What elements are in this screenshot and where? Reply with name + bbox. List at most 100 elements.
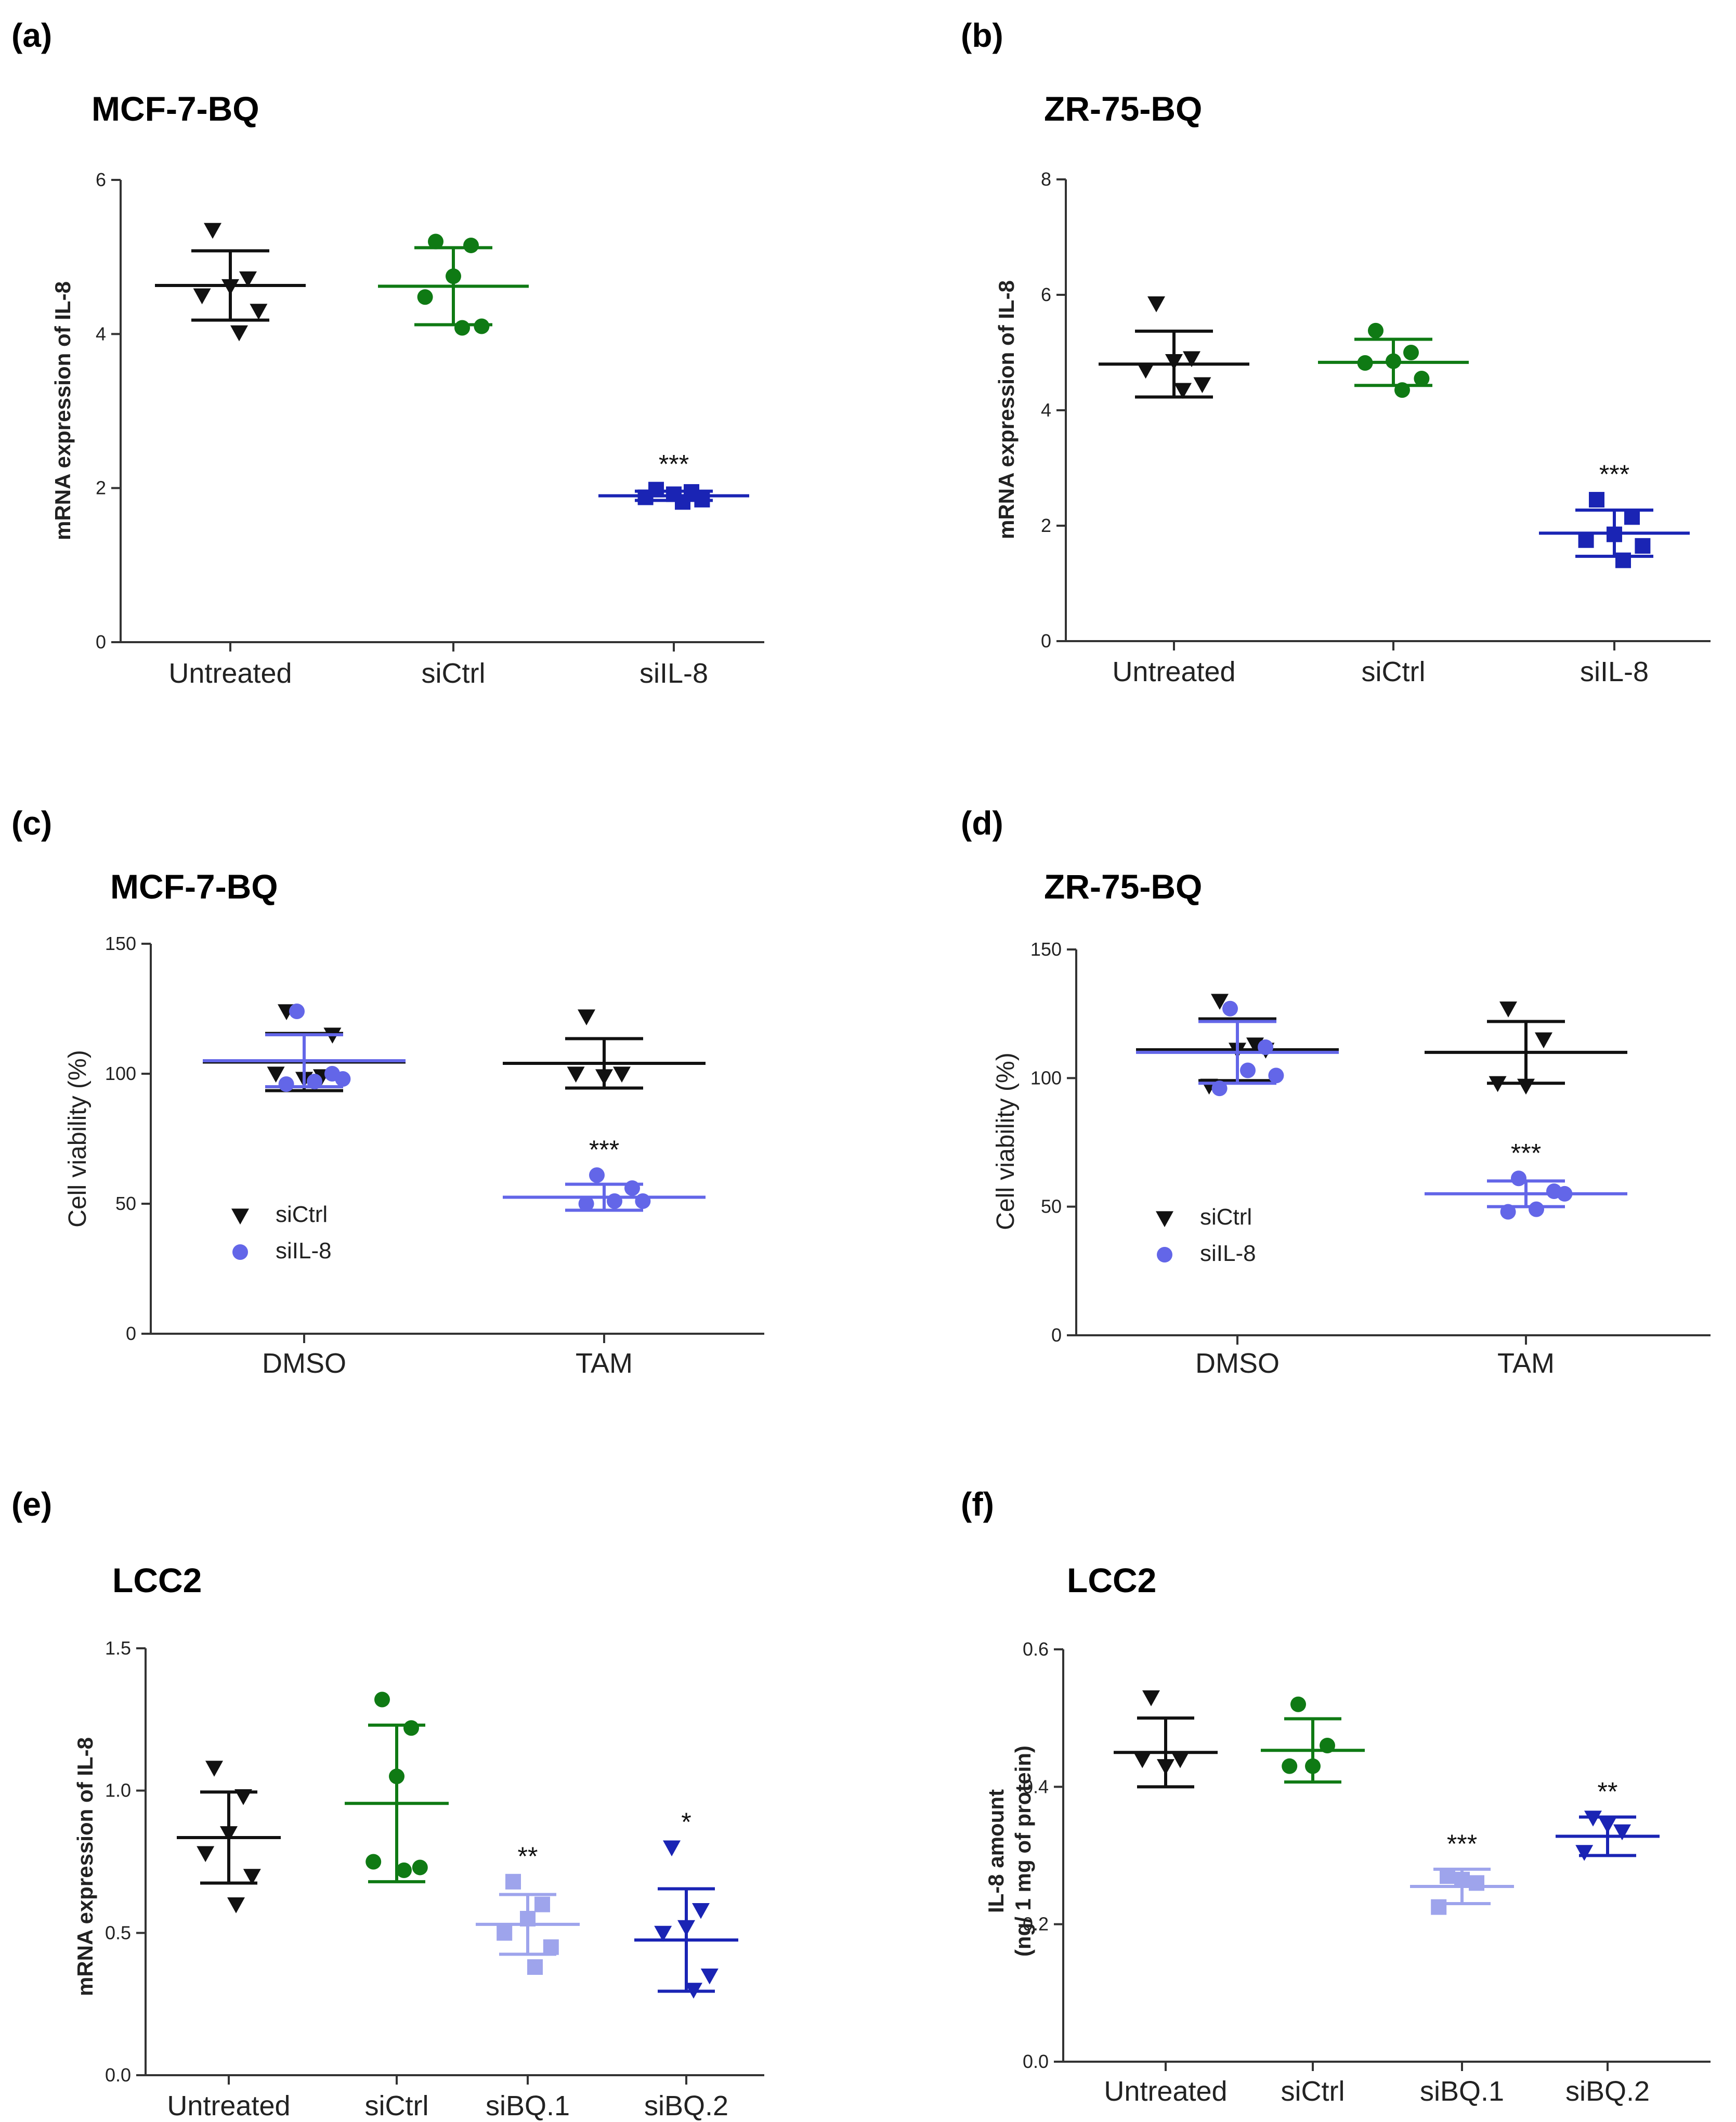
panel-title: LCC2	[1067, 1561, 1156, 1599]
significance-label: **	[1598, 1777, 1618, 1806]
panel-label: (b)	[961, 17, 1003, 54]
data-point	[654, 1925, 672, 1942]
data-point	[1133, 1752, 1152, 1768]
data-point	[267, 1066, 285, 1083]
y-tick-label: 8	[1041, 168, 1051, 190]
series-siCtrl	[503, 1009, 706, 1090]
y-tick-label: 1.0	[105, 1780, 131, 1801]
data-point	[1211, 994, 1229, 1010]
data-point	[1165, 354, 1183, 370]
panel-title: ZR-75-BQ	[1044, 867, 1202, 906]
data-point	[1440, 1868, 1455, 1884]
data-point	[1403, 345, 1419, 360]
panel-title: ZR-75-BQ	[1044, 89, 1202, 128]
data-point	[1454, 1871, 1470, 1887]
data-point	[692, 1903, 710, 1919]
data-point	[1529, 1201, 1544, 1217]
data-point	[428, 233, 443, 250]
data-point	[624, 1180, 640, 1196]
y-tick-label: 100	[105, 1063, 136, 1084]
panel-label: (d)	[961, 804, 1003, 842]
data-point	[1578, 532, 1594, 548]
data-point	[412, 1859, 428, 1876]
panel-f: (f) LCC2 0.0 0.2 0.4 0.6 Untreated siCtrl siBQ.1…	[961, 1486, 1711, 2107]
legend: siCtrl siIL-8	[231, 1202, 332, 1264]
data-point	[230, 325, 248, 342]
series-Untreated	[1114, 1690, 1218, 1789]
data-point	[1142, 1690, 1160, 1707]
data-point	[205, 1761, 223, 1777]
x-tick-label: siBQ.2	[1565, 2076, 1650, 2107]
data-point	[685, 1983, 702, 1999]
data-point	[1246, 1037, 1264, 1054]
data-point	[1489, 1076, 1507, 1092]
x-tick-label: DMSO	[262, 1348, 346, 1379]
y-axis-label-units: (ng/ 1 mg of protein)	[1011, 1746, 1035, 1957]
data-point	[1500, 1204, 1516, 1220]
data-point	[403, 1720, 419, 1736]
panel-c: (c) MCF-7-BQ 0 50 100 150 DMSO TAM Cell viabilit…	[11, 804, 764, 1379]
y-axis-label: IL-8 amount	[984, 1789, 1008, 1913]
data-point	[677, 1920, 695, 1936]
data-point	[675, 494, 690, 510]
x-tick-label: siBQ.1	[486, 2090, 570, 2121]
data-point	[1607, 526, 1622, 542]
panel-b: (b) ZR-75-BQ 0 2 4 6 8 Untreated siCtrl siIL-8 mRN…	[961, 17, 1711, 687]
data-point	[1174, 383, 1192, 399]
x-tick-label: TAM	[1497, 1348, 1555, 1379]
data-point	[1613, 1824, 1631, 1841]
y-tick-label: 6	[96, 169, 106, 190]
data-point	[1171, 1752, 1189, 1768]
x-tick-label: Untreated	[167, 2090, 290, 2121]
panel-e: (e) LCC2 0.0 0.5 1.0 1.5 Untreated siCtrl siBQ.1…	[11, 1486, 764, 2121]
x-tick-label: siCtrl	[422, 658, 486, 689]
data-point	[505, 1873, 521, 1890]
x-tick-label: siBQ.1	[1420, 2076, 1504, 2107]
data-point	[1394, 382, 1410, 398]
data-point	[1147, 296, 1165, 313]
legend-marker	[231, 1208, 249, 1225]
data-point	[1157, 1759, 1174, 1775]
data-point	[417, 289, 433, 305]
data-point	[1535, 1032, 1552, 1049]
y-tick-label: 2	[1041, 515, 1051, 536]
legend-label: siCtrl	[1200, 1204, 1252, 1230]
panel-label: (f)	[961, 1486, 994, 1523]
series-Untreated	[155, 223, 306, 342]
significance-label: ***	[1511, 1138, 1541, 1167]
data-point	[497, 1925, 513, 1941]
data-point	[1635, 538, 1651, 554]
data-point	[1589, 492, 1604, 508]
panel-a: (a) MCF-7-BQ 0 2 4 6 Untreated siCtrl siIL-8 mRNA…	[11, 17, 764, 689]
series-siBQ.1: **	[476, 1842, 580, 1975]
data-point	[637, 489, 654, 505]
y-tick-label: 4	[1041, 399, 1051, 421]
series-siBQ.2: *	[634, 1807, 738, 1999]
series-siIL-8: ***	[1539, 460, 1690, 568]
y-tick-label: 4	[96, 323, 106, 344]
y-axis-label: mRNA expression of IL-8	[73, 1737, 97, 1996]
y-tick-label: 0.0	[1023, 2051, 1049, 2072]
y-tick-label: 1.5	[105, 1637, 131, 1659]
x-tick-label: siCtrl	[365, 2090, 429, 2121]
panel-title: MCF-7-BQ	[110, 867, 278, 906]
y-tick-label: 6	[1041, 284, 1051, 305]
data-point	[1575, 1845, 1594, 1861]
panel-label: (c)	[11, 804, 52, 842]
x-tick-label: siBQ.2	[644, 2090, 728, 2121]
data-point	[1557, 1186, 1573, 1202]
data-point	[335, 1071, 351, 1087]
y-axis-label: Cell viability (%)	[64, 1050, 92, 1227]
y-tick-label: 0	[126, 1323, 136, 1344]
x-tick-label: TAM	[576, 1348, 633, 1379]
y-tick-label: 50	[115, 1193, 136, 1214]
data-point	[1305, 1758, 1321, 1774]
data-point	[700, 1968, 719, 1985]
x-tick-label: Untreated	[168, 658, 292, 689]
panel-label: (a)	[11, 17, 52, 54]
data-point	[1584, 1811, 1602, 1827]
series-siIL-8	[203, 1004, 406, 1092]
data-point	[446, 268, 461, 284]
series-siIL-8: ***	[1425, 1138, 1627, 1220]
y-tick-label: 0	[96, 631, 106, 653]
